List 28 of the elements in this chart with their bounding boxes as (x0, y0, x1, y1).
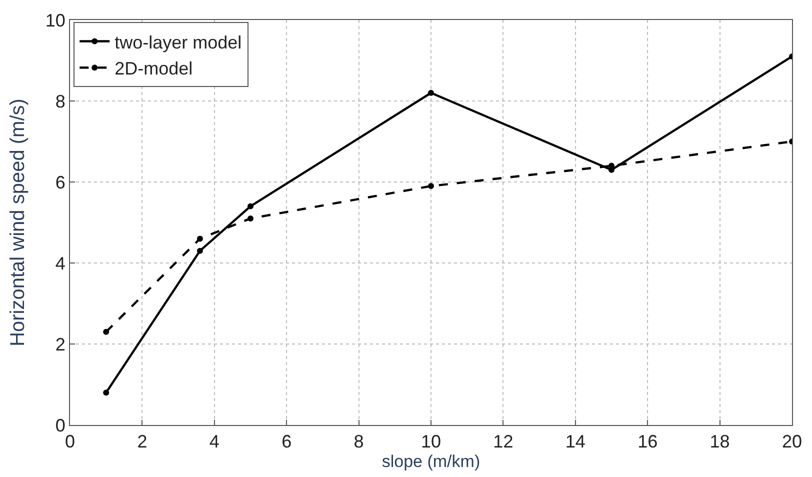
point (103, 328, 110, 335)
y-tick-label: 10 (45, 10, 66, 30)
point (196, 248, 203, 254)
point (196, 236, 203, 242)
legend-label: two-layer model (114, 32, 242, 52)
y-tick-label: 6 (55, 172, 66, 192)
x-tick-label: 14 (565, 432, 586, 452)
point (428, 90, 434, 96)
x-tick-label: 8 (354, 432, 364, 452)
y-tick-label: 0 (55, 415, 66, 436)
y-tick-label: 8 (55, 91, 66, 112)
point (248, 215, 254, 222)
x-tick-label: 10 (420, 432, 442, 452)
point (428, 183, 434, 190)
x-tick-label: 20 (782, 432, 802, 452)
x-tick-label: 6 (282, 432, 292, 452)
point (103, 390, 110, 396)
x-tick-label: 4 (209, 432, 220, 452)
y-axis-title: Horizontal wind speed (m/s) (6, 98, 29, 346)
y-tick-label: 4 (55, 253, 66, 274)
x-tick-label: 16 (638, 432, 658, 452)
x-tick-label: 2 (137, 432, 148, 452)
x-axis-title: slope (m/km) (382, 452, 480, 471)
point (248, 203, 254, 210)
y-tick-label: 2 (55, 334, 66, 354)
x-tick-label: 12 (493, 432, 514, 452)
legend-label: 2D-model (114, 58, 193, 79)
x-tick-label: 18 (710, 432, 730, 452)
